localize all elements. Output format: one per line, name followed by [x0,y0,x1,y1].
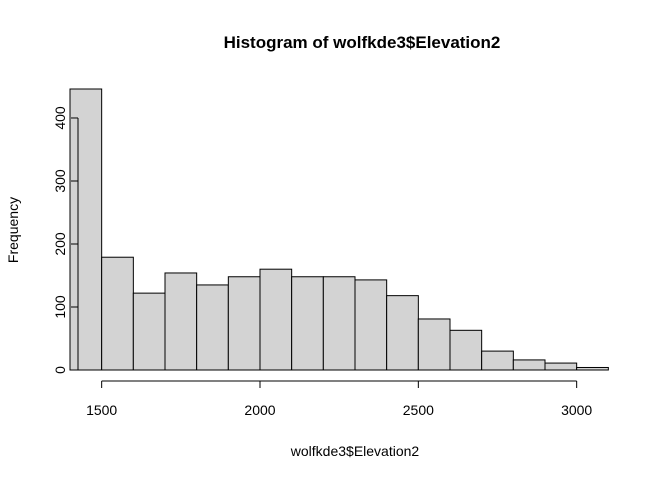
histogram-bar-3 [132,292,166,371]
histogram-bar-14 [481,350,514,371]
bars-group [69,88,609,371]
histogram-bar-13 [449,329,483,371]
y-tick-label-400: 400 [52,106,68,130]
histogram-bar-12 [417,318,451,371]
histogram-bar-15 [512,359,546,371]
histogram-bar-11 [386,295,419,371]
y-tick-label-300: 300 [52,169,68,193]
histogram-bar-8 [291,276,324,371]
histogram-bar-1 [69,88,103,371]
histogram-bar-6 [227,276,261,371]
histogram-bar-17 [576,366,609,371]
chart-title: Histogram of wolfkde3$Elevation2 [224,33,501,52]
histogram-bar-4 [164,272,198,371]
x-tick-label-3000: 3000 [561,402,592,418]
histogram-bar-16 [544,362,578,371]
y-tick-label-0: 0 [52,366,68,374]
histogram-bar-10 [354,279,388,371]
x-tick-label-2500: 2500 [403,402,434,418]
x-axis: 1500 2000 2500 3000 [86,380,592,418]
x-tick-label-2000: 2000 [244,402,275,418]
x-tick-label-1500: 1500 [86,402,117,418]
histogram-bar-5 [196,284,229,371]
y-tick-label-200: 200 [52,232,68,256]
y-axis-label: Frequency [5,197,21,263]
histogram-bar-2 [101,256,134,371]
y-axis: 0 100 200 300 400 [52,106,79,374]
histogram-bar-7 [259,268,293,371]
histogram-bar-9 [322,276,356,371]
y-tick-label-100: 100 [52,295,68,319]
x-axis-label: wolfkde3$Elevation2 [290,443,420,459]
